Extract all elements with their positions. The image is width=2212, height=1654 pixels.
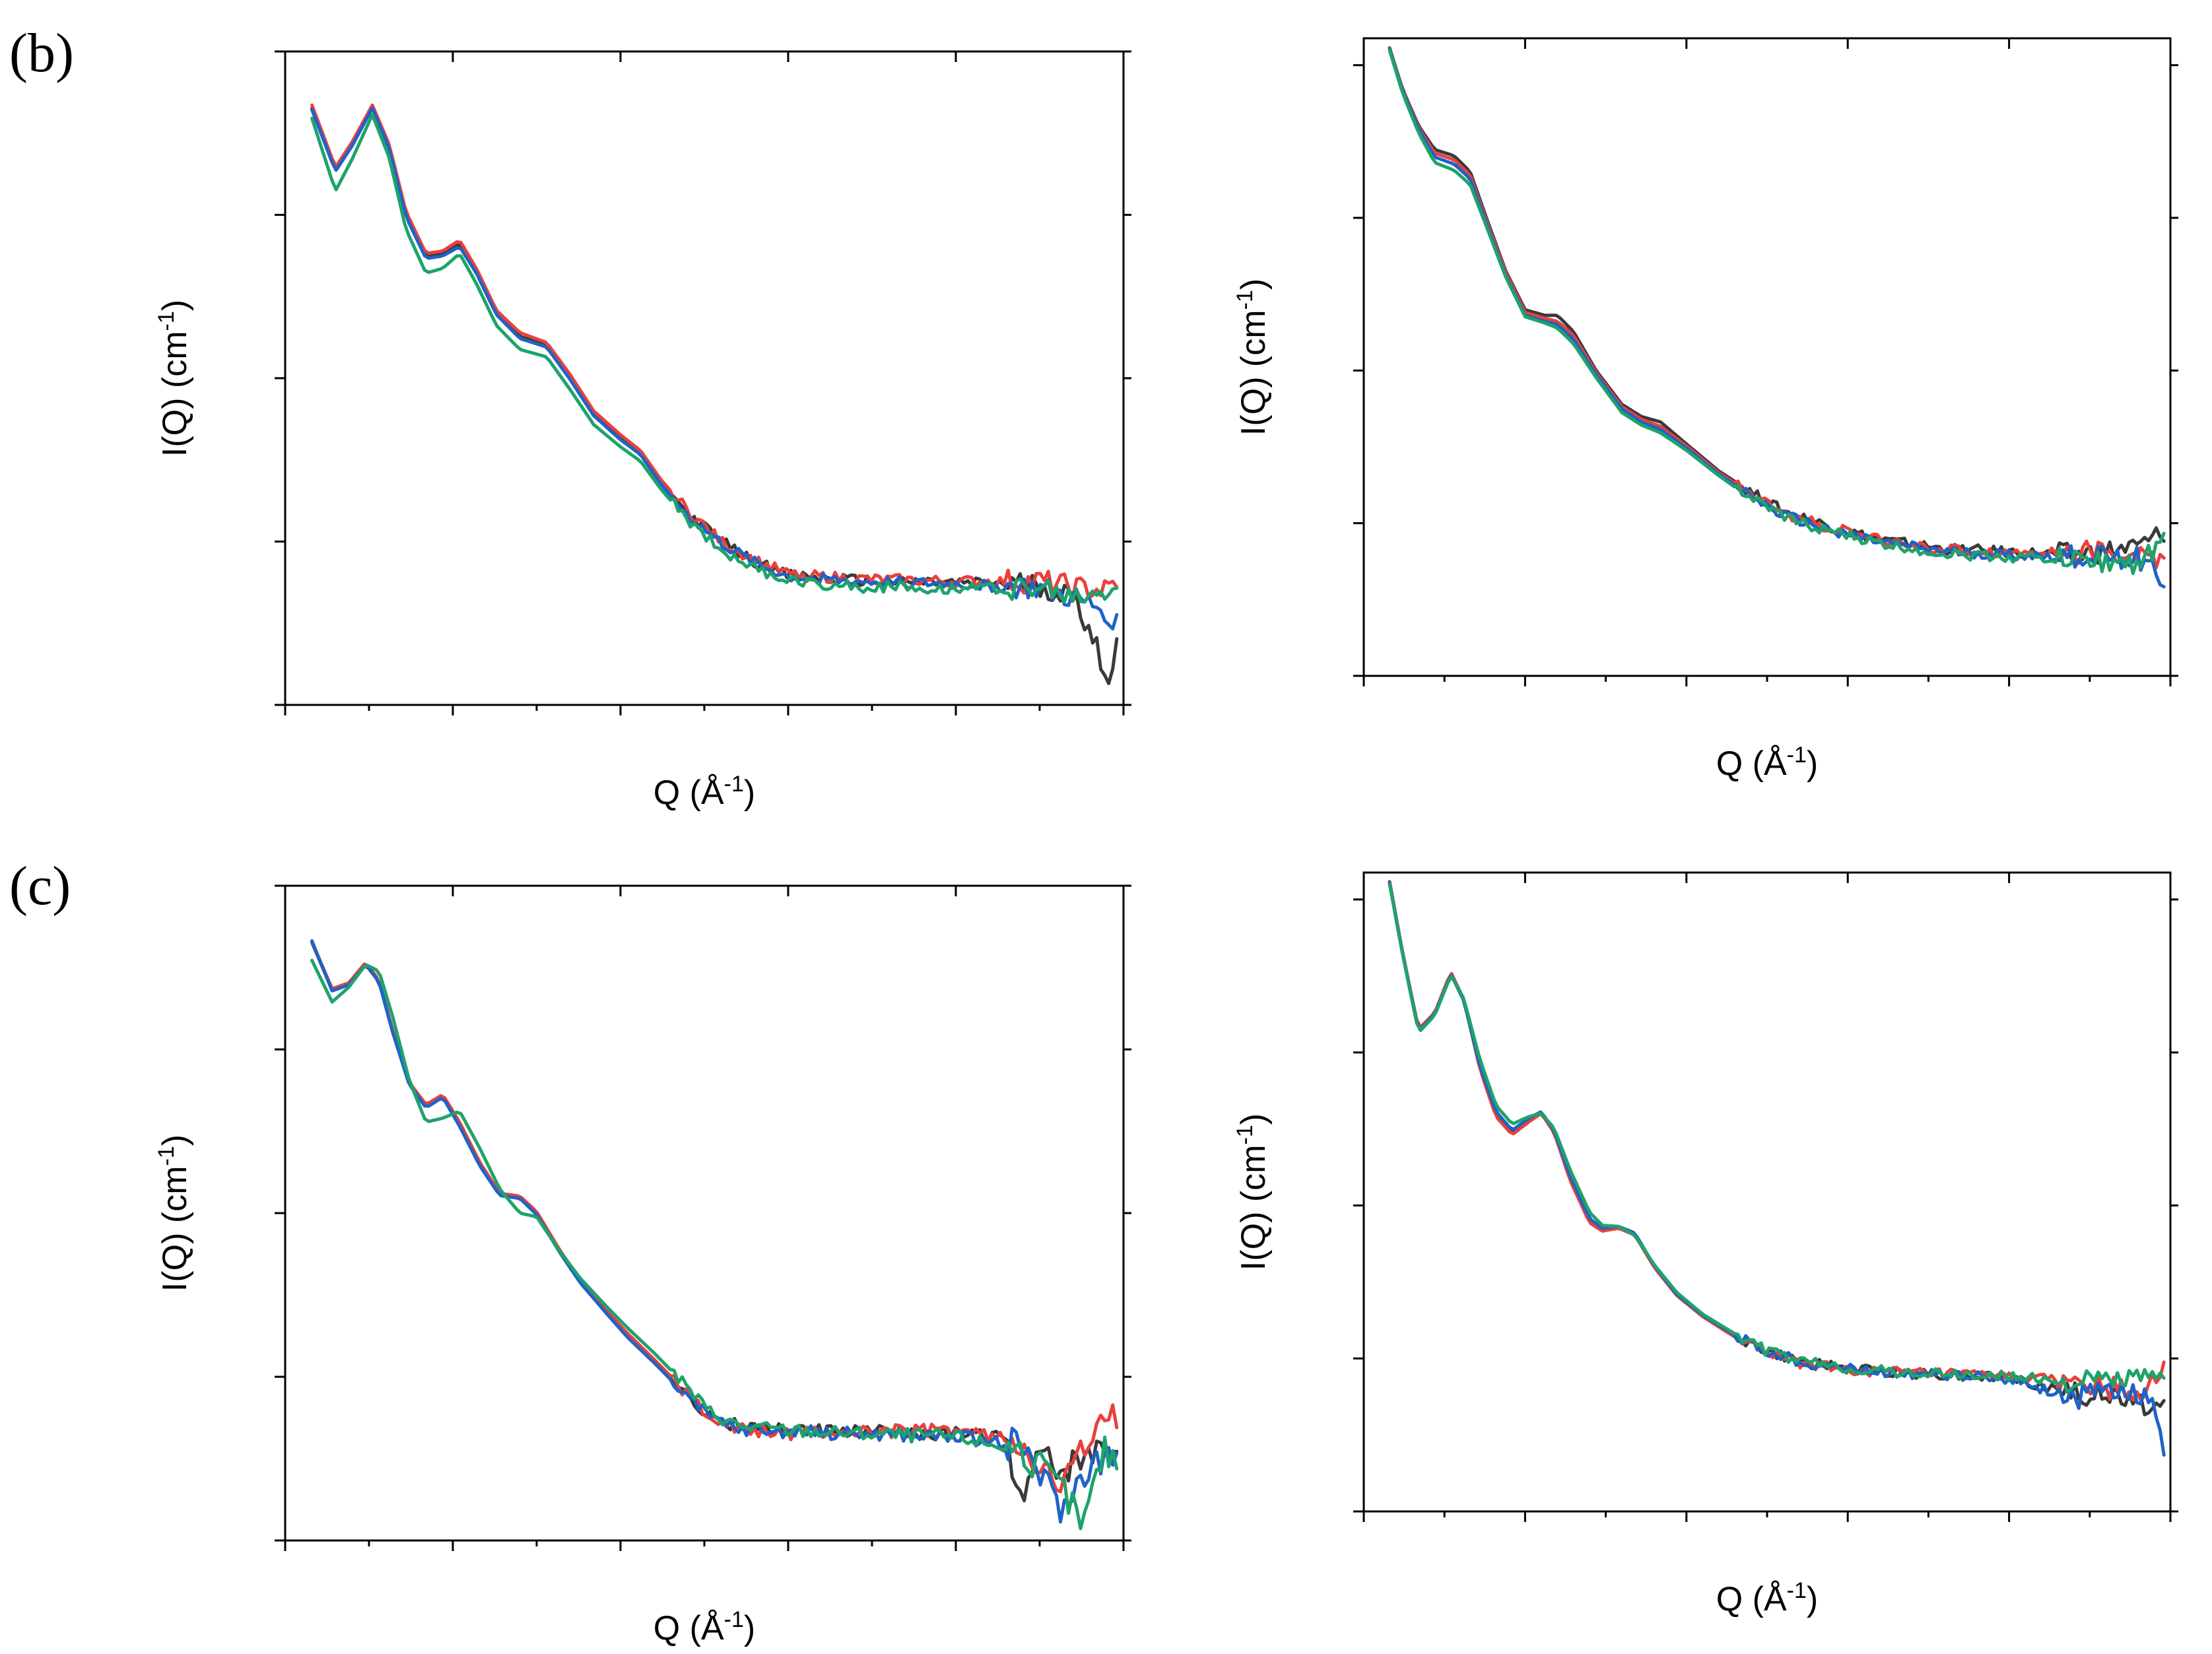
y-axis-title-exponent: -1: [1232, 290, 1257, 310]
series-line-black: [1388, 880, 2166, 1416]
x-axis-title-close: ): [1807, 1580, 1818, 1618]
chart-c5: Q (Å-1)I(Q) (cm-1): [1232, 37, 2178, 783]
series-line-red: [1388, 880, 2166, 1402]
plot-frame: [1362, 871, 2172, 1513]
y-axis-title-close: ): [156, 300, 194, 311]
x-axis-title-close: ): [1807, 744, 1818, 783]
y-axis-title-close: ): [1234, 279, 1273, 290]
chart-ts6: Q (Å-1)I(Q) (cm-1): [154, 884, 1131, 1647]
y-axis-title-exponent: -1: [1232, 1125, 1257, 1144]
x-axis-title-exponent: -1: [1787, 743, 1807, 768]
y-axis-title-close: ): [156, 1135, 194, 1146]
series-line-green: [1388, 882, 2166, 1394]
y-axis-title: I(Q) (cm-1): [154, 300, 194, 457]
y-axis-title: I(Q) (cm-1): [154, 1135, 194, 1292]
panel-label-b: (b): [9, 22, 74, 84]
y-axis-title-close: ): [1234, 1113, 1273, 1125]
series-line-red: [310, 103, 1119, 601]
series-line-red: [310, 940, 1119, 1494]
chart-c6: Q (Å-1)I(Q) (cm-1): [1232, 871, 2178, 1618]
x-axis-title: Q (Å-1): [654, 1607, 755, 1647]
plot-frame: [284, 50, 1125, 706]
y-axis-title-text: I(Q) (cm: [156, 1166, 194, 1292]
y-axis-title: I(Q) (cm-1): [1232, 279, 1273, 436]
x-axis-title-text: Q (Å: [654, 774, 724, 812]
series-line-green: [310, 958, 1119, 1531]
x-axis-title-exponent: -1: [1787, 1578, 1807, 1603]
series-line-blue: [310, 939, 1119, 1524]
y-axis-title-text: I(Q) (cm: [156, 331, 194, 457]
y-axis-title-exponent: -1: [154, 311, 179, 331]
x-axis-title-text: Q (Å: [1716, 744, 1787, 783]
charts-group: Q (Å-1)I(Q) (cm-1)Q (Å-1)I(Q) (cm-1)Q (Å…: [154, 37, 2178, 1647]
series-line-blue: [310, 106, 1119, 631]
y-axis-title-exponent: -1: [154, 1146, 179, 1166]
x-axis-title: Q (Å-1): [1716, 743, 1818, 783]
series-line-black: [310, 105, 1119, 685]
series-line-black: [1388, 46, 2166, 565]
x-axis-title-text: Q (Å: [654, 1609, 724, 1647]
x-axis-title-text: Q (Å: [1716, 1580, 1787, 1618]
y-axis-title-text: I(Q) (cm: [1234, 1144, 1273, 1271]
series-line-blue: [1388, 880, 2166, 1457]
x-axis-title-exponent: -1: [724, 1607, 744, 1632]
x-axis-title: Q (Å-1): [1716, 1578, 1818, 1618]
chart-ts5: Q (Å-1)I(Q) (cm-1): [154, 50, 1131, 812]
panel-label-c: (c): [9, 855, 71, 917]
series-line-green: [310, 113, 1119, 604]
series-line-red: [1388, 46, 2166, 570]
x-axis-title-exponent: -1: [724, 772, 744, 797]
plot-frame: [1362, 37, 2172, 677]
y-axis-title-text: I(Q) (cm: [1234, 310, 1273, 436]
x-axis-title-close: ): [744, 774, 755, 812]
y-axis-title: I(Q) (cm-1): [1232, 1113, 1273, 1271]
x-axis-title: Q (Å-1): [654, 772, 755, 812]
series-line-green: [1388, 48, 2166, 576]
x-axis-title-close: ): [744, 1609, 755, 1647]
